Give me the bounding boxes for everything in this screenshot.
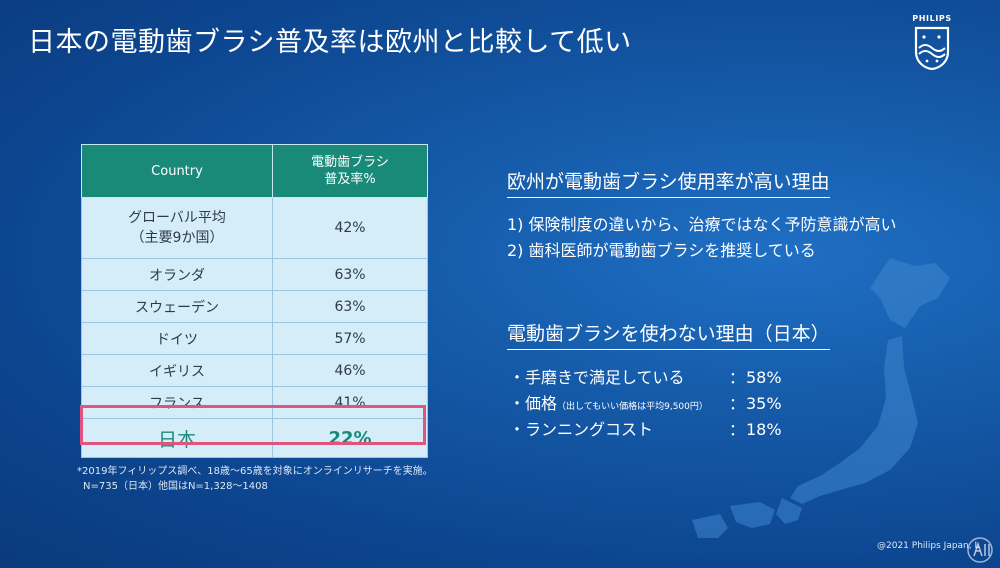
site-watermark-icon <box>967 537 993 563</box>
header-rate-line2: 普及率% <box>324 172 376 187</box>
reason-value: 18% <box>746 420 782 439</box>
list-item: 2) 歯科医師が電動歯ブラシを推奨している <box>507 241 816 260</box>
reason-note: （出してもいい価格は平均9,500円） <box>557 402 708 412</box>
logo-text: PHILIPS <box>912 14 952 23</box>
japan-reasons-heading: 電動歯ブラシを使わない理由（日本） <box>507 319 830 350</box>
rate-cell: 42% <box>272 197 428 259</box>
survey-footnote: *2019年フィリップス調べ、18歳～65歳を対象にオンラインリサーチを実施。 … <box>77 464 433 494</box>
country-cell: フランス <box>81 386 273 419</box>
header-rate-line1: 電動歯ブラシ <box>311 155 389 170</box>
reason-label: ・手磨きで満足している <box>509 368 685 387</box>
country-cell: スウェーデン <box>81 290 273 323</box>
table-row: ドイツ 57% <box>81 322 428 355</box>
europe-reasons-list: 1) 保険制度の違いから、治療ではなく予防意識が高い 2) 歯科医師が電動歯ブラ… <box>507 212 897 264</box>
list-item: 1) 保険制度の違いから、治療ではなく予防意識が高い <box>507 215 897 234</box>
slide-title: 日本の電動歯ブラシ普及率は欧州と比較して低い <box>28 27 632 58</box>
reason-label: ・価格（出してもいい価格は平均9,500円） <box>509 391 708 420</box>
table-row: フランス 41% <box>81 386 428 419</box>
rate-cell: 63% <box>272 258 428 291</box>
table-row: グローバル平均 （主要9か国） 42% <box>81 197 428 259</box>
reason-colon: ： <box>729 420 746 439</box>
country-cell: オランダ <box>81 258 273 291</box>
reason-label: ・ランニングコスト <box>509 420 654 439</box>
country-cell: イギリス <box>81 354 273 387</box>
philips-logo: PHILIPS <box>910 14 954 72</box>
table-header-row: Country 電動歯ブラシ 普及率% <box>81 144 428 198</box>
adoption-rate-table: Country 電動歯ブラシ 普及率% グローバル平均 （主要9か国） 42% … <box>81 144 428 458</box>
reason-colon: ： <box>729 394 746 413</box>
footnote-line2: N=735（日本）他国はN=1,328～1408 <box>83 481 268 492</box>
table-row: イギリス 46% <box>81 354 428 387</box>
copyright-text: @2021 Philips Japan, L <box>877 541 980 551</box>
rate-cell: 46% <box>272 354 428 387</box>
country-line1: グローバル平均 <box>128 210 226 226</box>
philips-shield-icon <box>914 26 950 70</box>
reason-value: 35% <box>746 394 782 413</box>
reason-label-text: ・価格 <box>509 394 558 413</box>
europe-reasons-heading: 欧州が電動歯ブラシ使用率が高い理由 <box>507 167 830 198</box>
country-cell: グローバル平均 （主要9か国） <box>81 197 273 259</box>
japan-map-graphic <box>692 258 950 538</box>
country-line2: （主要9か国） <box>130 230 224 246</box>
reason-colon: ： <box>729 368 746 387</box>
rate-cell: 41% <box>272 386 428 419</box>
table-row: スウェーデン 63% <box>81 290 428 323</box>
country-cell: ドイツ <box>81 322 273 355</box>
header-rate: 電動歯ブラシ 普及率% <box>272 144 428 198</box>
table-row-japan: 日本 22% <box>81 418 428 458</box>
header-country: Country <box>81 144 273 198</box>
table-row: オランダ 63% <box>81 258 428 291</box>
rate-cell-japan: 22% <box>272 418 428 458</box>
rate-cell: 63% <box>272 290 428 323</box>
footnote-line1: *2019年フィリップス調べ、18歳～65歳を対象にオンラインリサーチを実施。 <box>77 466 433 477</box>
reason-value: 58% <box>746 368 782 387</box>
rate-cell: 57% <box>272 322 428 355</box>
country-cell-japan: 日本 <box>81 418 273 458</box>
